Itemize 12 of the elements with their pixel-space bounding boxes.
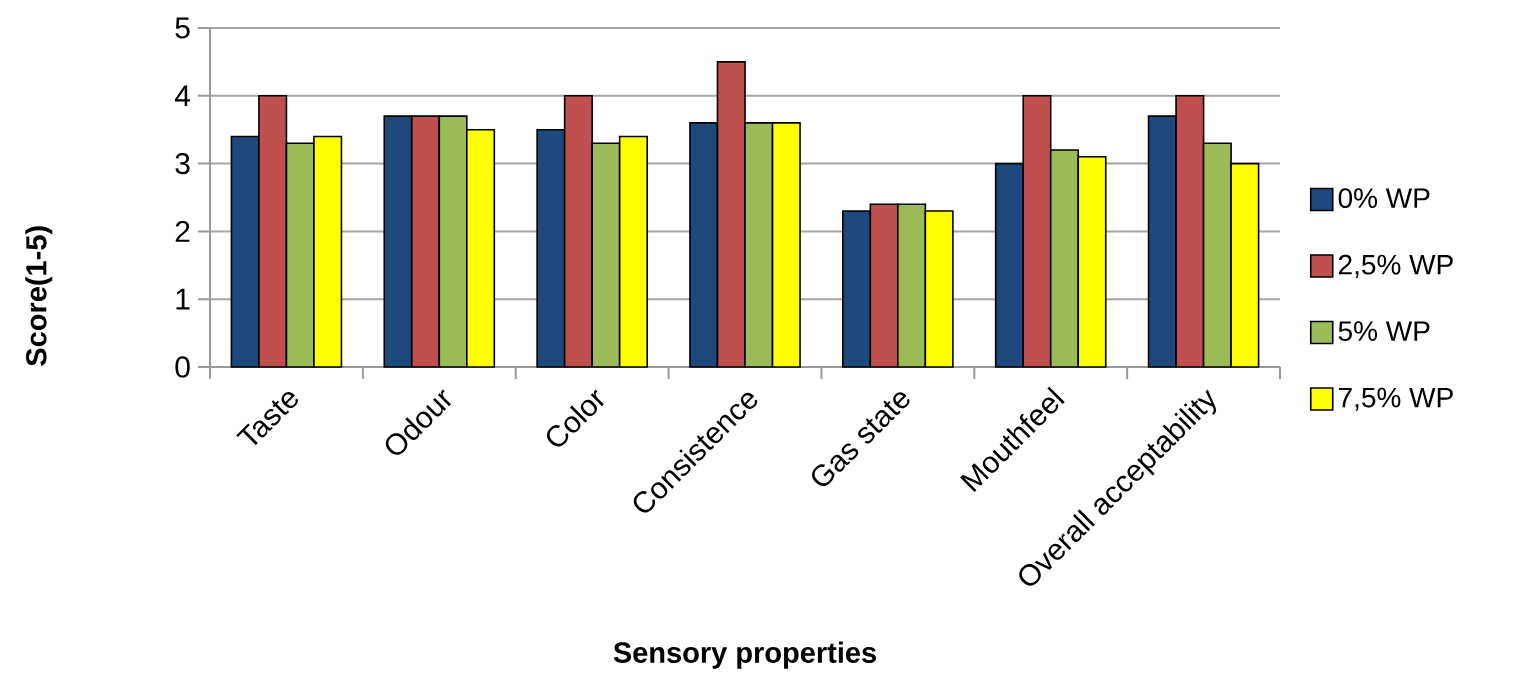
legend-label: 5% WP (1338, 321, 1430, 342)
y-axis-title: Score(1-5) (25, 226, 53, 366)
y-tick-label: 1 (176, 288, 190, 310)
y-tick-label: 2 (175, 220, 190, 242)
legend-label: 7,5% WP (1338, 387, 1453, 411)
legend-label: 2,5% WP (1338, 254, 1453, 278)
y-tick-label: 5 (175, 17, 190, 39)
y-tick-label: 3 (175, 152, 190, 175)
y-tick-label: 4 (174, 85, 191, 107)
y-tick-label: 0 (175, 356, 190, 378)
legend-label: 0% WP (1338, 188, 1430, 209)
x-axis-title: Sensory properties (613, 641, 876, 669)
